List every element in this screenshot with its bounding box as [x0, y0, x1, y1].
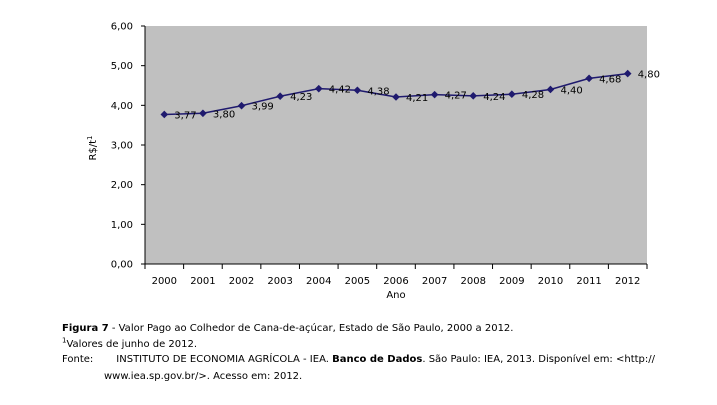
data-point-marker — [314, 84, 323, 93]
y-ticks: 0,00 1,00 2,00 3,00 4,00 5,00 6,00 — [111, 22, 145, 271]
data-label: 3,99 — [252, 102, 274, 113]
data-label: 4,23 — [290, 92, 312, 103]
data-label: 4,38 — [367, 86, 389, 97]
figure-title: - Valor Pago ao Colhedor de Cana-de-açúc… — [108, 323, 514, 334]
source-url: www.iea.sp.gov.br/>. Acesso em: 2012. — [104, 371, 303, 382]
y-tick-label: 5,00 — [111, 61, 133, 72]
x-tick-label: 2011 — [576, 276, 601, 287]
y-tick-label: 3,00 — [111, 141, 133, 152]
x-tick-label: 2002 — [229, 276, 254, 287]
series-group — [160, 69, 632, 119]
data-point-marker — [546, 85, 555, 94]
x-tick-label: 2000 — [152, 276, 177, 287]
data-label: 4,27 — [445, 91, 467, 102]
figure-caption: Figura 7 - Valor Pago ao Colhedor de Can… — [62, 322, 513, 335]
data-point-marker — [469, 92, 478, 100]
source-db: Banco de Dados — [332, 354, 423, 365]
data-label: 4,42 — [329, 85, 351, 96]
y-tick-label: 2,00 — [111, 180, 133, 191]
data-point-marker — [508, 90, 516, 99]
data-label: 4,68 — [599, 74, 621, 85]
x-tick-label: 2006 — [383, 276, 408, 287]
data-point-marker — [585, 74, 593, 83]
data-label: 3,77 — [174, 110, 196, 121]
x-tick-label: 2005 — [345, 276, 370, 287]
data-point-marker — [392, 93, 400, 101]
data-point-marker — [353, 86, 362, 95]
note-text: Valores de junho de 2012. — [66, 339, 198, 350]
note-sup: 1 — [62, 336, 67, 345]
source-body: INSTITUTO DE ECONOMIA AGRÍCOLA - IEA. Ba… — [116, 353, 655, 366]
data-point-marker — [430, 90, 439, 99]
x-tick-label: 2003 — [267, 276, 292, 287]
x-axis-title: Ano — [386, 290, 405, 301]
x-tick-label: 2010 — [538, 276, 563, 287]
figure-source: Fonte: INSTITUTO DE ECONOMIA AGRÍCOLA - … — [62, 353, 657, 366]
data-point-marker — [199, 109, 207, 118]
y-tick-label: 6,00 — [111, 22, 133, 33]
data-label: 4,40 — [560, 85, 582, 96]
x-tick-label: 2009 — [499, 276, 524, 287]
y-tick-label: 1,00 — [111, 220, 133, 231]
x-tick-label: 2008 — [461, 276, 486, 287]
x-ticks: 2000 2001 2002 2003 2004 2005 2006 2007 2008 2009… — [144, 264, 648, 287]
data-label: 3,80 — [213, 109, 235, 120]
data-point-marker — [237, 101, 246, 110]
x-tick-label: 2007 — [422, 276, 447, 287]
y-tick-label: 0,00 — [111, 260, 133, 271]
plot-area — [145, 26, 647, 264]
data-label: 4,21 — [406, 93, 428, 104]
y-axis-title: R$/t1 — [86, 135, 99, 160]
data-point-marker — [623, 69, 632, 78]
x-tick-label: 2004 — [306, 276, 331, 287]
svg-text:R$/t1: R$/t1 — [86, 135, 99, 160]
x-tick-label: 2012 — [615, 276, 640, 287]
y-axis-title-sup: 1 — [86, 135, 94, 139]
y-tick-label: 4,00 — [111, 101, 133, 112]
data-point-marker — [276, 92, 284, 101]
x-tick-label: 2001 — [190, 276, 215, 287]
data-label: 4,24 — [483, 92, 505, 103]
figure-label: Figura 7 — [62, 323, 109, 334]
source-prefix: Fonte: — [62, 354, 94, 365]
data-label: 4,80 — [638, 70, 660, 81]
source-rest: . São Paulo: IEA, 2013. Disponível em: <… — [422, 354, 655, 365]
source-institution: INSTITUTO DE ECONOMIA AGRÍCOLA - IEA. — [116, 354, 329, 365]
data-label: 4,28 — [522, 90, 544, 101]
y-axis-title-text: R$/t — [88, 140, 99, 161]
figure-note: 1Valores de junho de 2012. — [62, 336, 198, 351]
data-point-marker — [160, 110, 169, 119]
data-labels: 3,77 3,80 3,99 4,23 4,42 4,38 4,21 4,27 4,24 4,28… — [174, 70, 660, 122]
line-chart: 0,001,002,003,004,005,006,00 2000 2001 200… — [86, 22, 660, 302]
